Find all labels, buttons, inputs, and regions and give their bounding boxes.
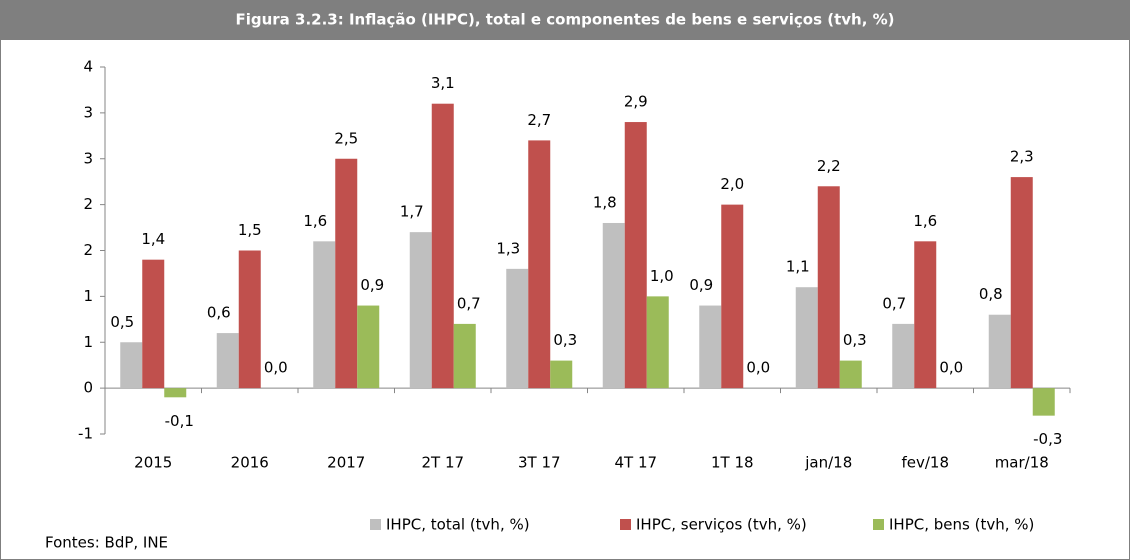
- y-tick-label: 2: [83, 241, 93, 259]
- bar: [1010, 177, 1033, 389]
- value-label: 3,1: [431, 74, 455, 92]
- value-label: 0,5: [110, 313, 134, 331]
- value-label: 0,0: [264, 359, 288, 377]
- bar: [357, 305, 380, 389]
- value-label: 2,7: [527, 111, 551, 129]
- value-label: 0,0: [939, 359, 963, 377]
- value-label: 0,9: [360, 276, 384, 294]
- legend-swatch: [873, 519, 884, 530]
- bar: [721, 204, 744, 389]
- value-label: 0,7: [457, 294, 481, 312]
- bar: [988, 314, 1011, 389]
- bar: [506, 268, 529, 389]
- bar: [602, 222, 625, 389]
- x-tick-label: 4T 17: [614, 454, 657, 472]
- bar: [142, 259, 165, 389]
- bar: [699, 305, 722, 389]
- bar: [409, 232, 432, 389]
- x-tick-label: jan/18: [804, 454, 852, 472]
- bar: [795, 287, 818, 389]
- legend-swatch: [370, 519, 381, 530]
- bar: [238, 250, 261, 389]
- y-tick-label: 0: [83, 379, 93, 397]
- value-label: 1,3: [496, 239, 520, 257]
- value-label: 1,1: [786, 258, 810, 276]
- value-label: 0,7: [882, 294, 906, 312]
- value-label: 2,2: [817, 157, 841, 175]
- value-label: 0,8: [979, 285, 1003, 303]
- bar: [914, 241, 937, 389]
- bar: [313, 241, 336, 389]
- value-label: -0,1: [165, 412, 194, 430]
- value-label: 2,0: [720, 175, 744, 193]
- x-tick-label: 2017: [327, 454, 365, 472]
- legend-label: IHPC, total (tvh, %): [386, 516, 530, 534]
- value-label: 1,4: [141, 230, 165, 248]
- y-tick-label: 3: [83, 149, 93, 167]
- x-tick-label: 1T 18: [711, 454, 754, 472]
- x-tick-label: fev/18: [901, 454, 949, 472]
- bar: [646, 296, 669, 389]
- value-label: 1,7: [400, 203, 424, 221]
- bar: [1032, 388, 1055, 416]
- y-tick-label: 1: [83, 287, 93, 305]
- y-tick-label: 4: [83, 58, 93, 76]
- value-label: 0,9: [689, 276, 713, 294]
- source: Fontes: BdP, INE: [45, 534, 168, 552]
- bar: [335, 158, 358, 389]
- y-tick-label: 1: [83, 333, 93, 351]
- value-label: 2,3: [1010, 148, 1034, 166]
- x-tick-label: 2015: [134, 454, 172, 472]
- bar: [550, 360, 573, 389]
- y-tick-label: 2: [83, 195, 93, 213]
- bar: [164, 388, 187, 398]
- value-label: 1,6: [913, 212, 937, 230]
- x-tick-label: 2016: [231, 454, 269, 472]
- bar: [120, 342, 143, 389]
- legend-label: IHPC, serviços (tvh, %): [636, 516, 807, 534]
- value-label: 1,0: [650, 267, 674, 285]
- y-tick-label: -1: [78, 425, 93, 443]
- legend-swatch: [620, 519, 631, 530]
- value-label: 0,3: [553, 331, 577, 349]
- value-label: 1,6: [303, 212, 327, 230]
- value-label: 0,6: [207, 304, 231, 322]
- y-tick-label: 3: [83, 103, 93, 121]
- value-label: 2,5: [334, 129, 358, 147]
- value-label: -0,3: [1033, 430, 1062, 448]
- value-label: 0,0: [746, 359, 770, 377]
- value-label: 0,3: [843, 331, 867, 349]
- x-tick-label: 3T 17: [518, 454, 561, 472]
- legend-label: IHPC, bens (tvh, %): [889, 516, 1034, 534]
- header: [0, 0, 1130, 40]
- x-tick-label: 2T 17: [421, 454, 464, 472]
- bar: [528, 140, 551, 389]
- bar: [453, 323, 476, 389]
- bar: [431, 103, 454, 389]
- x-tick-label: mar/18: [995, 454, 1049, 472]
- chart-title: Figura 3.2.3: Inflação (IHPC), total e c…: [235, 11, 894, 29]
- bar: [624, 122, 647, 389]
- bar: [817, 186, 840, 389]
- value-label: 2,9: [624, 93, 648, 111]
- bar: [839, 360, 862, 389]
- value-label: 1,8: [593, 193, 617, 211]
- value-label: 1,5: [238, 221, 262, 239]
- bar: [216, 333, 239, 389]
- bar: [892, 323, 915, 389]
